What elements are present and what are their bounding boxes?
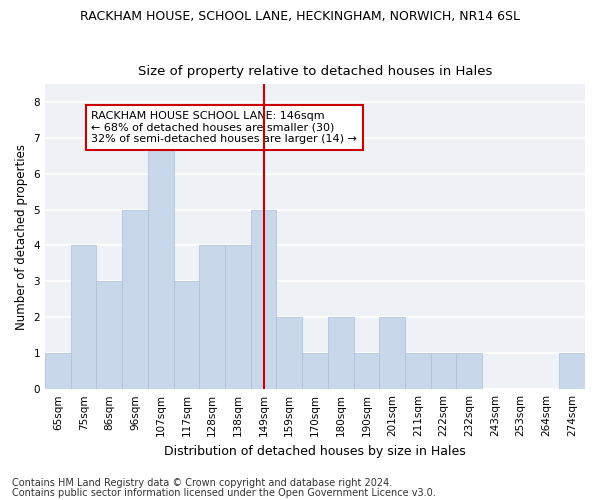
Text: Contains HM Land Registry data © Crown copyright and database right 2024.: Contains HM Land Registry data © Crown c… xyxy=(12,478,392,488)
Bar xyxy=(122,210,148,389)
Bar xyxy=(148,138,173,389)
Bar xyxy=(328,318,353,389)
X-axis label: Distribution of detached houses by size in Hales: Distribution of detached houses by size … xyxy=(164,444,466,458)
Bar xyxy=(45,354,71,389)
Bar xyxy=(559,354,585,389)
Bar xyxy=(457,354,482,389)
Title: Size of property relative to detached houses in Hales: Size of property relative to detached ho… xyxy=(138,66,492,78)
Bar xyxy=(225,246,251,389)
Bar xyxy=(379,318,405,389)
Bar xyxy=(97,282,122,389)
Bar xyxy=(277,318,302,389)
Y-axis label: Number of detached properties: Number of detached properties xyxy=(15,144,28,330)
Bar xyxy=(71,246,97,389)
Bar xyxy=(302,354,328,389)
Bar xyxy=(199,246,225,389)
Bar xyxy=(251,210,277,389)
Text: RACKHAM HOUSE, SCHOOL LANE, HECKINGHAM, NORWICH, NR14 6SL: RACKHAM HOUSE, SCHOOL LANE, HECKINGHAM, … xyxy=(80,10,520,23)
Bar xyxy=(431,354,457,389)
Bar xyxy=(173,282,199,389)
Text: Contains public sector information licensed under the Open Government Licence v3: Contains public sector information licen… xyxy=(12,488,436,498)
Text: RACKHAM HOUSE SCHOOL LANE: 146sqm
← 68% of detached houses are smaller (30)
32% : RACKHAM HOUSE SCHOOL LANE: 146sqm ← 68% … xyxy=(91,111,357,144)
Bar xyxy=(405,354,431,389)
Bar xyxy=(353,354,379,389)
